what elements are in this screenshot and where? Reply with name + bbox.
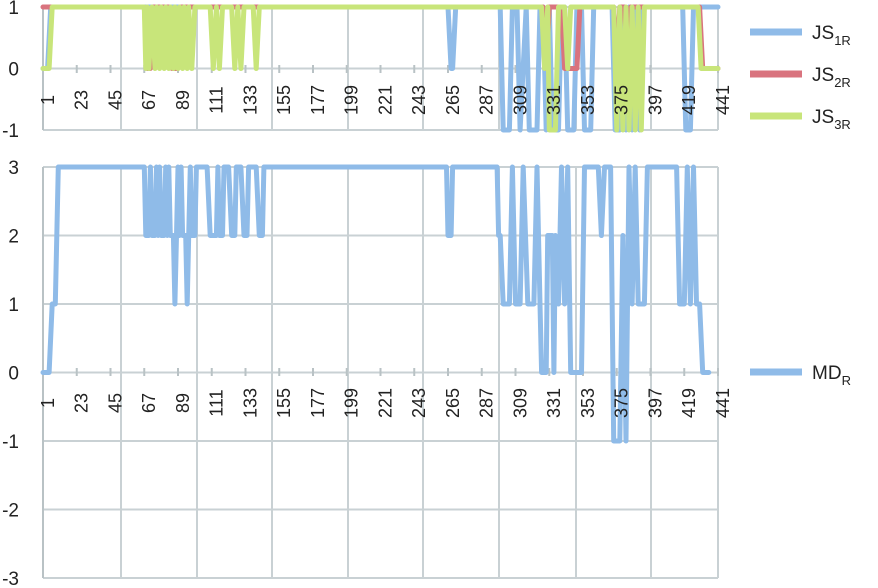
y-tick-label: 0: [8, 364, 19, 385]
x-tick-label: 441: [713, 85, 733, 115]
top-panel: 1 0 -1 1 23 45 67 89 111 133 155 177 199 221 243 265 287…: [2, 0, 851, 142]
series-line-js3r: [40, 4, 721, 133]
bottom-panel: 3 2 1 0 -1 -2 -3 1 23 45 67 89 111 133 155 177 199 221 243…: [2, 158, 851, 588]
x-tick-label: 375: [612, 388, 632, 418]
x-tick-label: 375: [612, 85, 632, 115]
x-tick-label: 397: [645, 388, 665, 418]
y-tick-label: 2: [8, 227, 19, 248]
x-tick-label: 331: [544, 388, 564, 418]
x-tick-label: 155: [274, 85, 294, 115]
legend-label-main: MD: [812, 363, 842, 384]
x-tick-label: 287: [477, 388, 497, 418]
y-tick-label: -1: [2, 432, 19, 453]
legend-item: JS3R: [750, 107, 851, 132]
x-tick-label: 67: [139, 90, 159, 110]
legend-label: JS2R: [812, 65, 851, 90]
x-tick-label: 133: [240, 85, 260, 115]
x-tick-label: 309: [510, 388, 530, 418]
x-tick-label: 221: [375, 85, 395, 115]
x-tick-label: 243: [409, 85, 429, 115]
legend-label-main: JS: [812, 23, 834, 44]
y-tick-label: -3: [2, 569, 19, 588]
x-tick-label: 419: [679, 85, 699, 115]
x-tick-label: 1: [38, 95, 58, 105]
y-tick-label: -1: [2, 121, 19, 142]
legend-item: JS2R: [750, 65, 851, 90]
x-tick-label: 133: [240, 388, 260, 418]
x-tick-label: 177: [308, 388, 328, 418]
x-tick-label: 331: [544, 85, 564, 115]
x-tick-label: 45: [105, 90, 125, 110]
x-tick-label: 67: [139, 393, 159, 413]
x-tick-label: 221: [375, 388, 395, 418]
x-tick-label: 23: [72, 90, 92, 110]
x-tick-label: 243: [409, 388, 429, 418]
x-tick-label: 265: [443, 85, 463, 115]
y-tick-label: 0: [8, 60, 19, 81]
x-tick-label: 265: [443, 388, 463, 418]
legend-item: JS1R: [750, 23, 851, 48]
y-tick-label: 3: [8, 158, 19, 179]
x-tick-label: 1: [38, 398, 58, 408]
legend-label-subscript: 2R: [834, 75, 851, 90]
legend-label: JS1R: [812, 23, 851, 48]
x-tick-label: 353: [578, 388, 598, 418]
x-tick-label: 353: [578, 85, 598, 115]
x-tick-label: 177: [308, 85, 328, 115]
y-tick-label: -2: [2, 501, 19, 522]
legend-label-main: JS: [812, 65, 834, 86]
x-tick-label: 441: [713, 388, 733, 418]
x-tick-label: 155: [274, 388, 294, 418]
legend-item: MDR: [750, 363, 851, 388]
x-tick-label: 111: [207, 389, 227, 416]
legend-label: JS3R: [812, 107, 851, 132]
legend-label-subscript: 1R: [834, 33, 851, 48]
y-tick-label: 1: [8, 0, 19, 19]
legend-label-subscript: 3R: [834, 117, 851, 132]
x-tick-label: 199: [342, 388, 362, 418]
x-tick-label: 89: [173, 90, 193, 110]
x-tick-label: 45: [105, 393, 125, 413]
x-tick-label: 199: [342, 85, 362, 115]
x-tick-label: 419: [679, 388, 699, 418]
y-tick-label: 1: [8, 295, 19, 316]
series-line-mdr: [40, 164, 712, 444]
x-tick-label: 287: [477, 85, 497, 115]
legend-label: MDR: [812, 363, 851, 388]
legend-label-main: JS: [812, 107, 834, 128]
legend-label-subscript: R: [842, 373, 851, 388]
x-tick-label: 89: [173, 393, 193, 413]
x-tick-label: 23: [72, 393, 92, 413]
x-tick-label: 309: [510, 85, 530, 115]
x-tick-label: 111: [207, 86, 227, 113]
x-tick-label: 397: [645, 85, 665, 115]
